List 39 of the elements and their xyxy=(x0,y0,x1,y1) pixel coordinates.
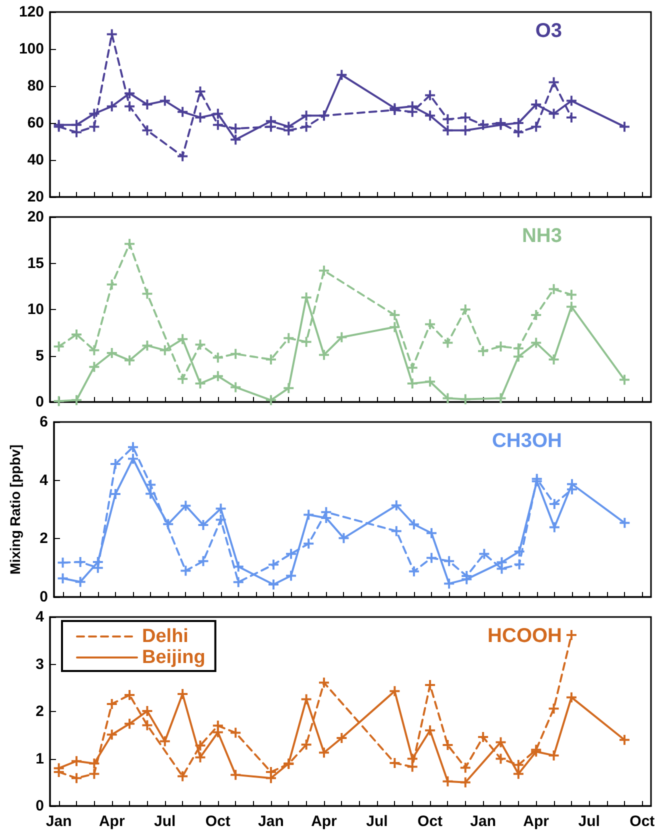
y-tick-label: 10 xyxy=(27,301,44,318)
x-tick-label: Jan xyxy=(46,813,72,830)
y-tick-label: 20 xyxy=(27,208,44,226)
x-tick-label: Apr xyxy=(98,813,125,830)
y-tick-label: 120 xyxy=(18,4,44,20)
y-tick-label: 100 xyxy=(18,40,44,58)
x-tick-label: Apr xyxy=(523,813,550,830)
y-tick-label: 0 xyxy=(40,588,48,606)
legend-label: Beijing xyxy=(142,647,206,668)
chart-title: NH3 xyxy=(522,225,562,247)
x-tick-label: Jul xyxy=(578,813,600,830)
y-tick-label: 80 xyxy=(27,78,44,94)
y-tick-label: 60 xyxy=(27,114,44,132)
y-tick-label: 0 xyxy=(36,798,44,814)
chart-title: CH3OH xyxy=(492,430,562,452)
x-tick-label: Jul xyxy=(154,813,176,830)
x-tick-label: Oct xyxy=(418,813,443,830)
x-tick-label: Oct xyxy=(205,813,230,830)
y-tick-label: 40 xyxy=(27,152,44,168)
y-tick-label: 15 xyxy=(27,254,44,272)
y-tick-label: 2 xyxy=(40,530,48,548)
chart-title: O3 xyxy=(535,20,562,42)
y-tick-label: 1 xyxy=(36,750,44,768)
y-tick-label: 5 xyxy=(36,347,44,364)
y-tick-label: 6 xyxy=(40,414,48,430)
y-tick-label: 4 xyxy=(36,608,45,626)
x-tick-label: Jan xyxy=(258,813,284,830)
y-tick-label: 20 xyxy=(27,188,44,206)
x-tick-label: Apr xyxy=(311,813,338,830)
y-tick-label: 2 xyxy=(36,703,44,720)
x-tick-label: Jul xyxy=(366,813,388,830)
legend-label: Delhi xyxy=(142,626,188,647)
x-tick-label: Jan xyxy=(470,813,496,830)
chart-title: HCOOH xyxy=(488,625,562,647)
y-axis-title: Mixing Ratio [ppbv] xyxy=(7,444,23,574)
y-tick-label: 4 xyxy=(40,472,49,489)
y-tick-label: 0 xyxy=(36,394,44,410)
y-tick-label: 3 xyxy=(36,656,44,673)
x-tick-label: Oct xyxy=(630,813,655,830)
